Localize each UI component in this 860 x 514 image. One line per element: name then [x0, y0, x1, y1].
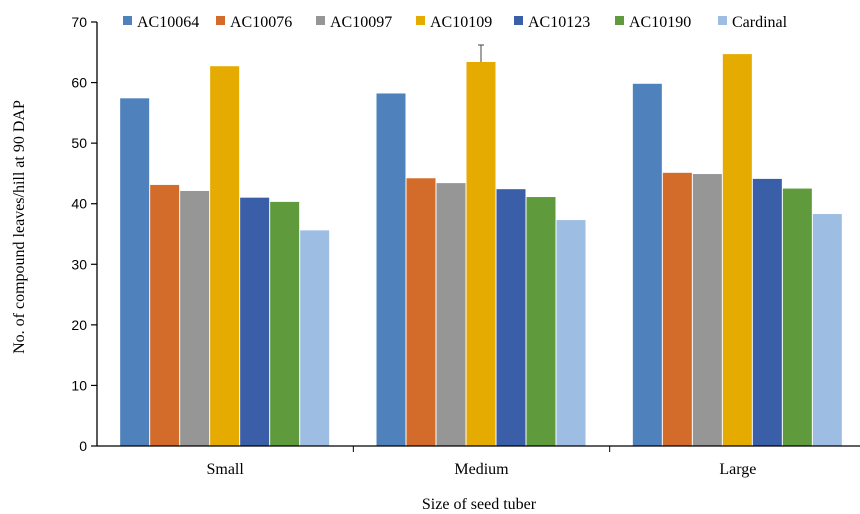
legend-swatch: [514, 16, 523, 25]
legend-label: AC10097: [330, 14, 392, 31]
bar-ac10109-medium: [466, 61, 496, 446]
bar-ac10097-medium: [436, 183, 466, 446]
bar-ac10097-small: [180, 190, 210, 446]
legend-label: AC10064: [137, 14, 199, 31]
legend-swatch: [416, 16, 425, 25]
legend-label: AC10190: [629, 14, 691, 31]
bar-ac10064-large: [632, 83, 662, 446]
bar-ac10109-small: [210, 66, 240, 447]
y-tick-label: 40: [71, 196, 87, 212]
bar-ac10123-small: [240, 197, 270, 446]
bar-cardinal-medium: [556, 220, 586, 446]
bar-ac10076-small: [150, 184, 180, 447]
bar-ac10097-large: [692, 174, 722, 446]
x-tick-label: Small: [206, 461, 244, 478]
legend-swatch: [316, 16, 325, 25]
bar-ac10190-small: [270, 201, 300, 446]
bar-ac10123-large: [752, 178, 782, 446]
bar-ac10123-medium: [496, 189, 526, 447]
bar-cardinal-small: [300, 230, 330, 446]
legend-swatch: [216, 16, 225, 25]
bar-cardinal-large: [812, 214, 842, 446]
legend-swatch: [123, 16, 132, 25]
legend: AC10064 AC10076 AC10097 AC10109 AC10123 AC101…: [123, 14, 788, 31]
legend-label: Cardinal: [732, 14, 788, 31]
bar-ac10064-medium: [376, 93, 406, 446]
y-tick-label: 20: [71, 317, 87, 333]
legend-label: AC10109: [430, 14, 492, 31]
bars: [120, 44, 842, 447]
x-tick-label: Large: [719, 461, 756, 478]
y-tick-label: 50: [71, 135, 87, 151]
x-axis-title: Size of seed tuber: [422, 496, 537, 513]
y-tick-label: 70: [71, 14, 87, 30]
x-tick-label: Medium: [454, 461, 509, 478]
y-tick-label: 10: [71, 377, 87, 393]
legend-swatch: [615, 16, 624, 25]
y-tick-label: 30: [71, 256, 87, 272]
bar-ac10109-large: [722, 54, 752, 447]
y-axis-title: No. of compound leaves/hill at 90 DAP: [11, 100, 28, 354]
y-tick-label: 0: [79, 438, 87, 454]
legend-label: AC10123: [528, 14, 590, 31]
bar-ac10076-large: [662, 172, 692, 446]
bar-ac10190-large: [782, 188, 812, 447]
bar-ac10190-medium: [526, 197, 556, 446]
legend-label: AC10076: [230, 14, 292, 31]
bar-ac10064-small: [120, 98, 150, 446]
axes: 0 10 20 30 40 50 60 70 Small Medium Large: [71, 14, 860, 478]
legend-swatch: [718, 16, 727, 25]
bar-ac10076-medium: [406, 178, 436, 446]
y-tick-label: 60: [71, 75, 87, 91]
